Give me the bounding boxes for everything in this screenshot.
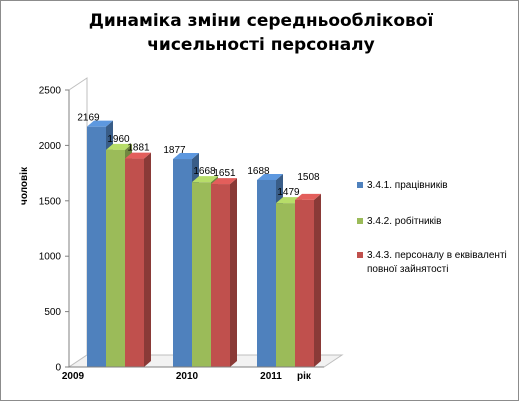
bar-2010-series-1 [173, 159, 192, 367]
chart-title: Динаміка зміни середньооблікової чисельн… [88, 11, 434, 55]
bar-2011-series-1 [257, 179, 276, 367]
x-tick-label-2010: 2010 [176, 371, 199, 382]
bar-top-1-1 [192, 176, 218, 183]
y-tick-label-1: 500 [44, 307, 61, 318]
data-label-2010-3: 1651 [213, 168, 236, 179]
bar-side-2-2 [314, 193, 321, 367]
data-label-2009-3: 1881 [127, 143, 150, 154]
y-tick-label-4: 2000 [39, 141, 62, 152]
legend-label-1: 3.4.1. працівників [367, 180, 448, 191]
legend-label-2: 3.4.2. робітників [367, 216, 442, 227]
bar-top-0-1 [106, 143, 132, 150]
data-label-2011-3: 1508 [297, 172, 320, 183]
bar-top-0-2 [125, 152, 151, 159]
legend-label-3: 3.4.3. персоналу в еквіваленті повної за… [367, 250, 507, 275]
bar-top-2-2 [295, 193, 321, 200]
data-label-2011-2: 1479 [277, 187, 300, 198]
legend-swatch-3 [357, 252, 363, 258]
x-tick-label-2009: 2009 [62, 371, 85, 382]
bar-2009-series-2 [106, 149, 125, 367]
data-label-2010-1: 1877 [163, 145, 186, 156]
data-label-2009-1: 2169 [77, 113, 100, 124]
bar-side-0-2 [144, 152, 151, 367]
bar-2009-series-3 [125, 158, 144, 367]
data-label-2009-2: 1960 [107, 134, 130, 145]
data-label-2010-2: 1668 [193, 166, 216, 177]
x-axis-label: рік [297, 371, 312, 382]
y-axis-label: чоловік [19, 166, 30, 205]
y-tick-label-0: 0 [55, 363, 61, 374]
y-tick-label-5: 2500 [39, 86, 62, 97]
bar-2011-series-2 [276, 203, 295, 367]
bar-top-0-0 [87, 120, 113, 127]
x-tick-label-2011: 2011 [260, 371, 282, 382]
bar-side-1-2 [230, 178, 237, 367]
legend-swatch-1 [357, 182, 363, 188]
bar-2010-series-2 [192, 182, 211, 367]
y-tick-label-2: 1000 [39, 252, 62, 263]
data-label-2011-1: 1688 [247, 166, 270, 177]
bar-2010-series-3 [211, 184, 230, 367]
bar-2011-series-3 [295, 199, 314, 367]
bar-top-2-0 [257, 173, 283, 180]
legend-swatch-2 [357, 218, 363, 224]
y-tick-label-3: 1500 [39, 196, 62, 207]
bar-2009-series-1 [87, 126, 106, 367]
bar-top-1-0 [173, 153, 199, 160]
bar-top-1-2 [211, 178, 237, 185]
